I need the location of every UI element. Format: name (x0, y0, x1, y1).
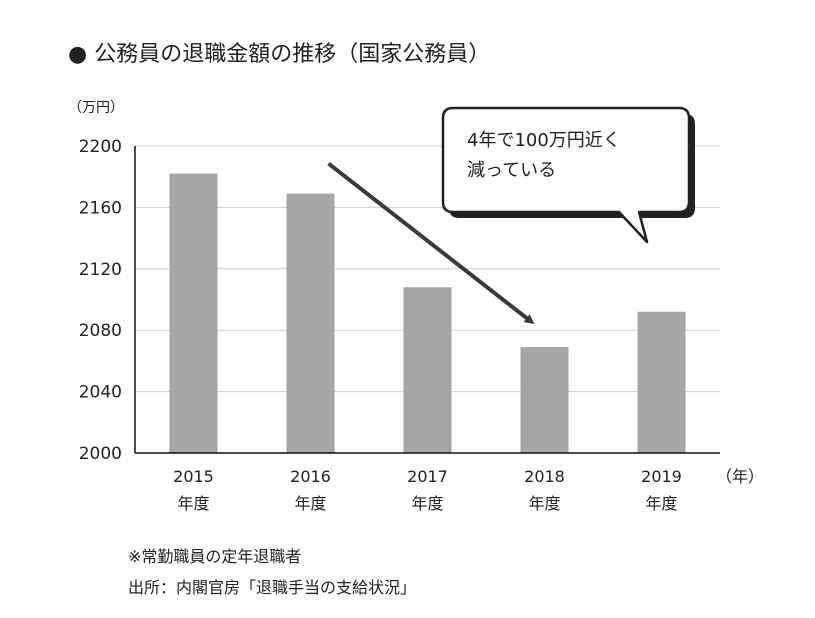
footnote-scope: ※常勤職員の定年退職者 (128, 547, 302, 566)
y-tick-label: 2080 (79, 321, 122, 341)
axes (134, 146, 720, 454)
y-tick-label: 2040 (79, 383, 122, 403)
trend-arrow (327, 162, 535, 325)
x-tick-suffix: 年度 (528, 494, 560, 513)
y-tick-label: 2000 (79, 444, 122, 464)
callout-bubble (441, 106, 691, 244)
x-tick-year: 2015 (173, 467, 214, 486)
x-tick-year: 2016 (290, 467, 331, 486)
x-tick-suffix: 年度 (177, 494, 209, 513)
callout-text: 4年で100万円近く (467, 130, 621, 151)
axis-labels: 2000 2040 2080 2120 2160 2200 （万円） 2015 年度 2016 年度… (68, 100, 764, 513)
bar-2018 (520, 347, 569, 453)
x-tick-year: 2018 (524, 467, 565, 486)
y-tick-label: 2200 (79, 137, 122, 157)
callout-text: 減っている (467, 160, 556, 181)
bar-2015 (169, 173, 218, 453)
bar-2016 (286, 193, 335, 453)
x-unit-label: （年） (716, 467, 764, 486)
bar-2019 (637, 311, 686, 453)
bars (169, 173, 686, 453)
x-tick-year: 2019 (641, 467, 682, 486)
x-tick-suffix: 年度 (411, 494, 443, 513)
chart-title: ● 公務員の退職金額の推移（国家公務員） (68, 42, 491, 67)
y-tick-label: 2120 (79, 260, 122, 280)
y-unit-label: （万円） (68, 100, 124, 116)
footnote-source: 出所：内閣官房「退職手当の支給状況」 (128, 578, 417, 597)
x-tick-suffix: 年度 (294, 494, 326, 513)
x-tick-year: 2017 (407, 467, 448, 486)
y-tick-label: 2160 (79, 198, 122, 218)
bar-2017 (403, 287, 452, 453)
x-tick-suffix: 年度 (645, 494, 677, 513)
